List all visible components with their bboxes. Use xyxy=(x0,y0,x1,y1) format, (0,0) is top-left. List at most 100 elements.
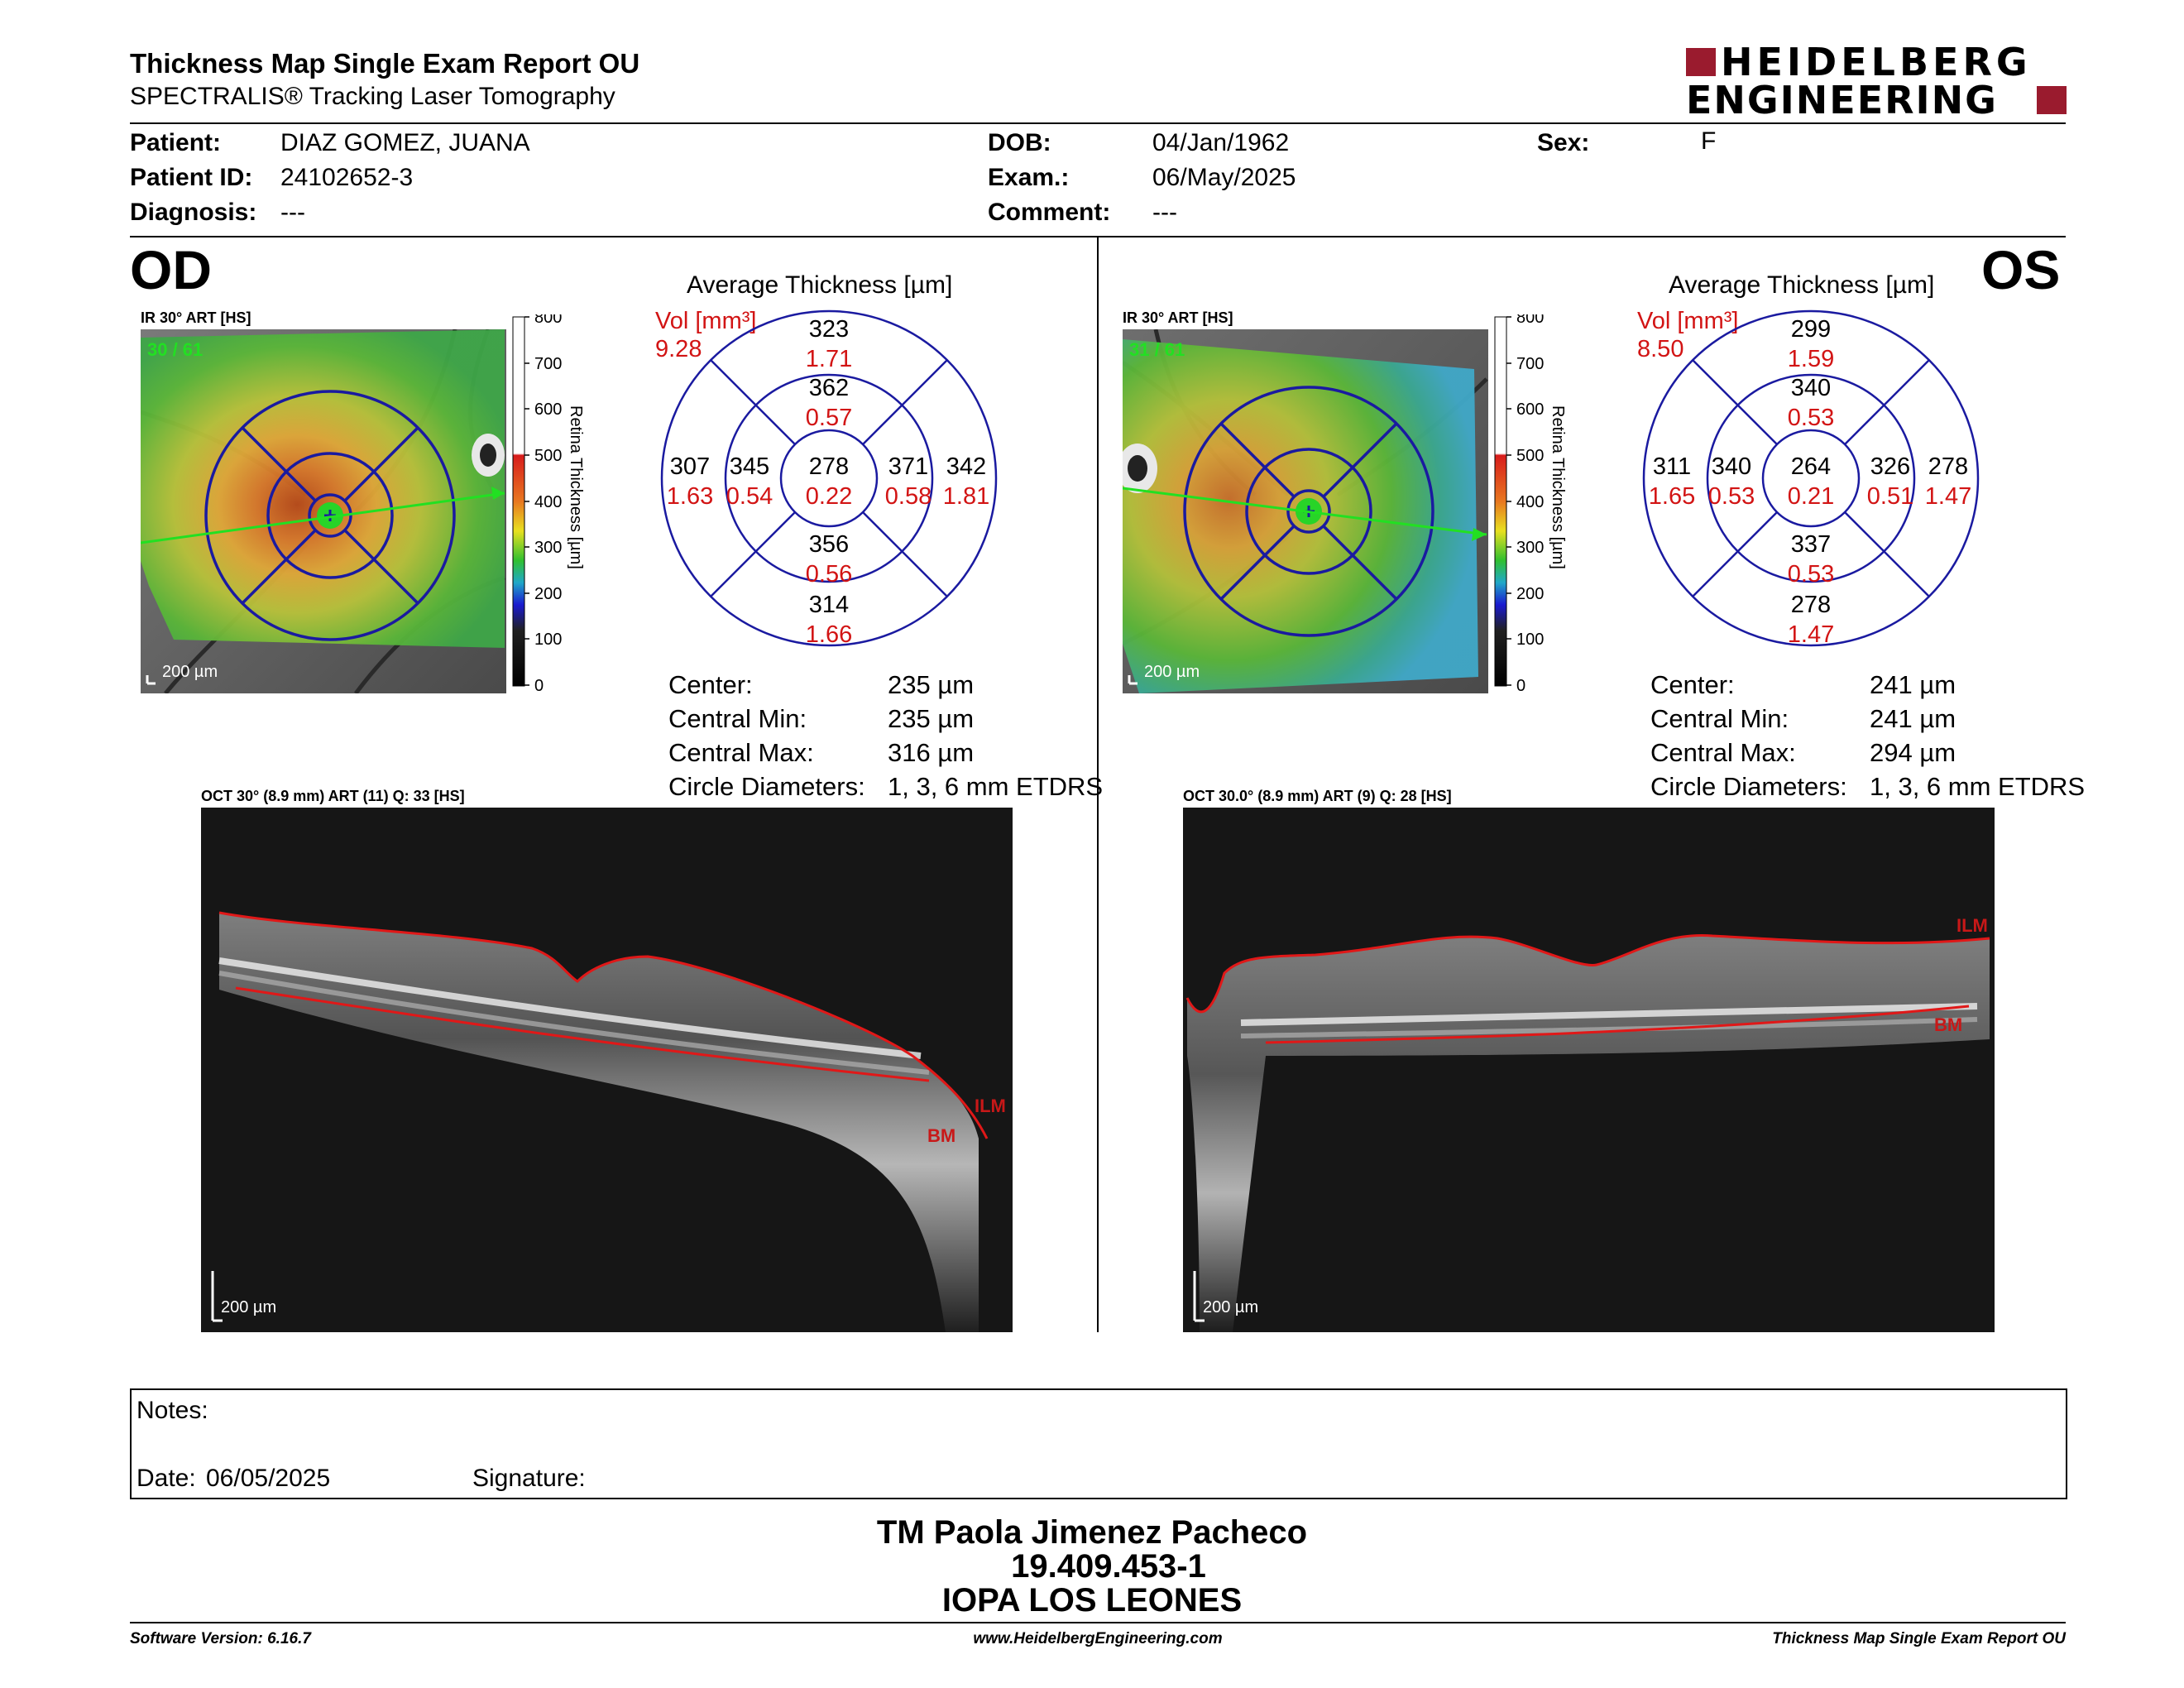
colorbar-od: 800 700 600 500 400 300 200 100 0 Retina… xyxy=(508,309,591,695)
etdrs-outer-sup-thickness: 323 xyxy=(809,316,849,343)
stat-center-os: 241 µm xyxy=(1870,670,1956,699)
etdrs-outer-left-volume: 1.63 xyxy=(667,483,713,510)
etdrs-inner-inf-volume: 0.53 xyxy=(1788,561,1834,587)
etdrs-outer-inf-volume: 1.47 xyxy=(1788,621,1834,648)
cbar-tick: 0 xyxy=(1516,677,1525,695)
logo-line2: ENGINEERING xyxy=(1686,78,1998,122)
avg-title-od: Average Thickness [µm] xyxy=(687,271,953,299)
cbar-tick: 300 xyxy=(1516,539,1544,557)
etdrs-inner-right-volume: 0.58 xyxy=(885,483,932,510)
stat-cmax-os: 294 µm xyxy=(1870,738,1956,767)
colorbar-label-od: Retina Thickness [µm] xyxy=(567,405,585,569)
etdrs-inner-right-thickness: 326 xyxy=(1870,453,1910,480)
etdrs-grid-od-svg: 323 1.71 362 0.57 278 0.22 345 0.54 371 … xyxy=(660,309,998,648)
etdrs-center-thickness: 264 xyxy=(1791,453,1831,480)
etdrs-inner-left-thickness: 345 xyxy=(730,453,769,480)
etdrs-outer-sup-volume: 1.59 xyxy=(1788,346,1834,372)
patient-name: DIAZ GOMEZ, JUANA xyxy=(280,129,530,156)
stat-circ-label-od: Circle Diameters: xyxy=(668,772,865,801)
ilm-label-os: ILM xyxy=(1956,915,1988,936)
oct-label-os: OCT 30.0° (8.9 mm) ART (9) Q: 28 [HS] xyxy=(1183,788,1452,804)
stat-cmin-label-os: Central Min: xyxy=(1650,704,1789,733)
signer-org: IOPA LOS LEONES xyxy=(941,1582,1243,1618)
colorbar-os-svg: 800 700 600 500 400 300 200 100 0 Retina… xyxy=(1494,309,1567,695)
thickness-map-os-svg: 31 / 61 200 µm xyxy=(1118,328,1488,693)
colorbar-od-svg: 800 700 600 500 400 300 200 100 0 Retina… xyxy=(512,309,585,695)
stat-center-label-od: Center: xyxy=(668,670,753,699)
diagnosis: --- xyxy=(280,199,305,226)
cbar-tick: 0 xyxy=(534,677,544,695)
oct-scan-od: ILM BM 200 µm xyxy=(201,808,1013,1332)
etdrs-grid-od: 323 1.71 362 0.57 278 0.22 345 0.54 371 … xyxy=(659,308,999,649)
cbar-tick: 200 xyxy=(1516,585,1544,603)
website-link[interactable]: www.HeidelbergEngineering.com xyxy=(973,1630,1223,1647)
stat-cmax-label-os: Central Max: xyxy=(1650,738,1796,767)
date-label: Date: xyxy=(136,1465,196,1492)
etdrs-inner-inf-thickness: 356 xyxy=(809,531,849,558)
etdrs-inner-inf-volume: 0.56 xyxy=(806,561,852,587)
thickness-map-os: 31 / 61 200 µm xyxy=(1118,328,1488,693)
stat-center-od: 235 µm xyxy=(888,670,975,699)
cbar-tick: 700 xyxy=(534,355,562,373)
etdrs-inner-sup-volume: 0.53 xyxy=(1788,405,1834,431)
cbar-tick: 100 xyxy=(1516,631,1544,649)
thickness-map-od-svg: 30 / 61 200 µm xyxy=(140,328,506,695)
stat-circ-os: 1, 3, 6 mm ETDRS xyxy=(1870,772,2086,801)
notes-label: Notes: xyxy=(136,1397,208,1424)
cbar-tick: 500 xyxy=(534,447,562,465)
etdrs-inner-left-thickness: 340 xyxy=(1712,453,1751,480)
patient-name-label: Patient: xyxy=(130,129,222,156)
stat-cmin-label-od: Central Min: xyxy=(668,704,807,733)
etdrs-outer-left-thickness: 311 xyxy=(1653,453,1691,480)
stat-cmax-label-od: Central Max: xyxy=(668,738,814,767)
etdrs-outer-right-volume: 1.81 xyxy=(943,483,989,510)
cbar-tick: 600 xyxy=(1516,400,1544,419)
signature-label: Signature: xyxy=(472,1465,586,1492)
etdrs-inner-right-volume: 0.51 xyxy=(1867,483,1913,510)
cbar-tick: 800 xyxy=(1516,314,1544,327)
oct-scale-os: 200 µm xyxy=(1203,1298,1258,1316)
oct-scale-od: 200 µm xyxy=(221,1298,276,1316)
cbar-tick: 200 xyxy=(534,585,562,603)
etdrs-center-thickness: 278 xyxy=(809,453,849,480)
etdrs-grid-os: 299 1.59 340 0.53 264 0.21 340 0.53 326 … xyxy=(1640,308,1981,649)
patient-id-label: Patient ID: xyxy=(130,164,253,191)
thickness-map-od: 30 / 61 200 µm xyxy=(140,328,506,695)
ir-label-os: IR 30° ART [HS] xyxy=(1123,309,1233,326)
eye-label-od: OD xyxy=(130,239,212,300)
etdrs-outer-inf-thickness: 314 xyxy=(809,592,849,618)
eye-label-os: OS xyxy=(1981,239,2061,300)
etdrs-center-volume: 0.22 xyxy=(806,483,852,510)
signer-id: 19.409.453-1 xyxy=(1011,1548,1206,1585)
cbar-tick: 300 xyxy=(534,539,562,557)
colorbar-label-os: Retina Thickness [µm] xyxy=(1549,405,1567,569)
etdrs-outer-sup-thickness: 299 xyxy=(1791,316,1831,343)
exam-date: 06/May/2025 xyxy=(1152,164,1296,191)
ir-counter-od: 30 / 61 xyxy=(147,339,203,360)
etdrs-outer-sup-volume: 1.71 xyxy=(806,346,852,372)
avg-title-os: Average Thickness [µm] xyxy=(1669,271,1935,299)
etdrs-outer-right-volume: 1.47 xyxy=(1925,483,1971,510)
cbar-tick: 500 xyxy=(1516,447,1544,465)
etdrs-outer-left-volume: 1.65 xyxy=(1649,483,1695,510)
cbar-tick: 400 xyxy=(534,493,562,511)
cbar-tick: 700 xyxy=(1516,355,1544,373)
bm-label-os: BM xyxy=(1934,1014,1962,1035)
vol-label-os: Vol [mm³] xyxy=(1637,308,1739,334)
notes-date: 06/05/2025 xyxy=(206,1465,331,1492)
etdrs-outer-left-thickness: 307 xyxy=(670,453,710,480)
cbar-tick: 600 xyxy=(534,400,562,419)
scale-bar-os: 200 µm xyxy=(1144,663,1200,681)
oct-label-od: OCT 30° (8.9 mm) ART (11) Q: 33 [HS] xyxy=(201,788,465,804)
etdrs-outer-right-thickness: 278 xyxy=(1928,453,1968,480)
etdrs-inner-left-volume: 0.54 xyxy=(726,483,773,510)
heidelberg-logo: HEIDELBERG ENGINEERING xyxy=(1686,40,2067,122)
logo-line1: HEIDELBERG xyxy=(1721,40,2032,84)
ilm-label-od: ILM xyxy=(975,1096,1006,1116)
vol-label-od: Vol [mm³] xyxy=(655,308,757,334)
etdrs-outer-right-thickness: 342 xyxy=(946,453,986,480)
cbar-tick: 100 xyxy=(534,631,562,649)
oct-scan-od-svg: ILM BM 200 µm xyxy=(201,808,1013,1332)
etdrs-outer-inf-thickness: 278 xyxy=(1791,592,1831,618)
report-subtitle: SPECTRALIS® Tracking Laser Tomography xyxy=(130,83,615,110)
